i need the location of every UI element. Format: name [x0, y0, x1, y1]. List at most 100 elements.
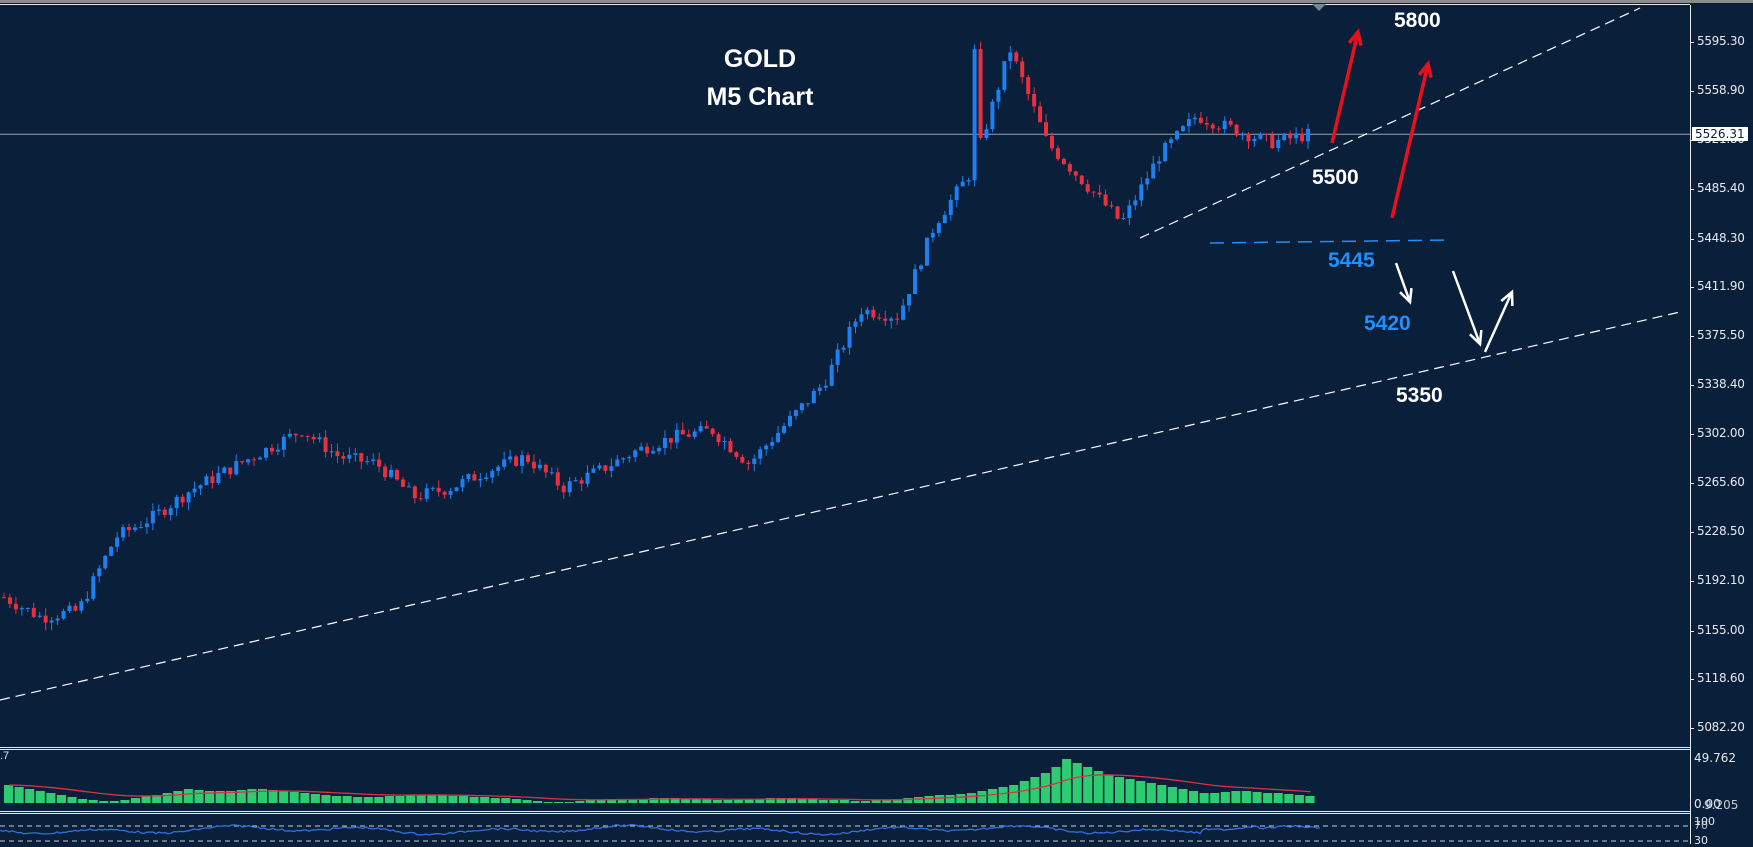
- volume-bar: [966, 793, 976, 803]
- candle-body: [1109, 205, 1114, 207]
- candle-body: [85, 598, 90, 602]
- volume-bar: [1220, 792, 1230, 803]
- candle-body: [734, 452, 739, 457]
- candle-body: [657, 447, 661, 452]
- price-axis-label: 5411.90: [1697, 279, 1745, 294]
- volume-bar: [1136, 781, 1146, 803]
- candle-body: [1276, 140, 1281, 149]
- candle-body: [97, 568, 102, 577]
- candle-body: [889, 318, 894, 321]
- main-panel-bottom-border: [0, 747, 1690, 748]
- candle-body: [520, 455, 525, 466]
- candle-body: [907, 294, 912, 306]
- price-axis-tick: [1690, 679, 1694, 681]
- candle-body: [913, 269, 918, 295]
- chart-title-timeframe: M5 Chart: [706, 83, 814, 111]
- candle-body: [311, 436, 316, 440]
- volume-bar: [988, 789, 998, 803]
- candle-body: [1073, 171, 1078, 176]
- candle-body: [1198, 117, 1203, 123]
- volume-bar: [755, 799, 765, 803]
- candle-body: [990, 101, 995, 130]
- candle-body: [1115, 206, 1120, 219]
- volume-bar: [691, 799, 701, 803]
- volume-bar: [818, 800, 828, 803]
- oscillator-line: [0, 824, 1321, 836]
- volume-bar: [765, 798, 775, 803]
- bullish-arrow-2-icon-head: [1417, 60, 1433, 79]
- current-price-tag: 5526.31: [1692, 127, 1748, 141]
- volume-bar: [141, 796, 151, 803]
- candle-body: [264, 447, 268, 458]
- candle-body: [365, 461, 370, 463]
- volume-bar: [120, 800, 130, 803]
- oscillator-axis-30: 30: [1694, 834, 1708, 847]
- candle-body: [555, 472, 560, 486]
- candle-body: [722, 440, 727, 443]
- volume-bar: [268, 790, 278, 803]
- candle-body: [478, 478, 483, 481]
- candle-body: [1050, 135, 1054, 149]
- candle-body: [91, 576, 96, 599]
- price-axis-tick: [1690, 238, 1694, 240]
- candle-body: [1300, 133, 1305, 142]
- candle-body: [770, 442, 775, 446]
- candle-body: [55, 618, 60, 621]
- volume-bar: [596, 800, 606, 803]
- chart-shift-marker-icon[interactable]: [1312, 4, 1326, 11]
- volume-bar: [173, 791, 183, 803]
- candle-body: [829, 364, 834, 386]
- volume-bar: [1231, 791, 1241, 803]
- volume-bar: [1019, 781, 1029, 803]
- candle-body: [692, 431, 697, 437]
- candle-body: [508, 456, 513, 460]
- candle-body: [1091, 191, 1096, 193]
- volume-bar: [681, 799, 691, 803]
- volume-bar: [437, 795, 447, 803]
- volume-bar: [194, 790, 204, 803]
- candle-body: [359, 453, 364, 462]
- volume-bar: [839, 800, 849, 803]
- volume-bar: [416, 795, 426, 803]
- volume-bar: [511, 799, 521, 803]
- volume-bar: [448, 796, 458, 803]
- candle-body: [73, 605, 78, 611]
- volume-bar: [1157, 785, 1167, 803]
- volume-bar: [543, 802, 553, 803]
- price-axis-tick: [1690, 482, 1694, 484]
- volume-bar: [14, 787, 24, 803]
- volume-bar: [786, 798, 797, 803]
- volume-bar: [374, 797, 384, 803]
- volume-bar: [4, 785, 14, 803]
- candle-body: [150, 510, 155, 524]
- candle-body: [752, 458, 757, 464]
- candle-body: [442, 491, 447, 495]
- candle-body: [460, 479, 465, 488]
- volume-bar: [1062, 759, 1072, 803]
- volume-bar: [977, 791, 987, 803]
- candle-body: [793, 410, 798, 416]
- candle-body: [865, 309, 870, 315]
- volume-bar: [1051, 767, 1061, 803]
- rebound-arrow-icon: [1483, 291, 1514, 353]
- candle-body: [996, 89, 1001, 102]
- candle-body: [716, 434, 721, 443]
- candle-body: [1294, 133, 1299, 139]
- candle-body: [127, 527, 132, 531]
- chart-title: GOLD M5 Chart: [640, 40, 880, 116]
- volume-bar: [35, 791, 45, 803]
- price-axis-label: 5228.50: [1697, 524, 1745, 539]
- candle-body: [1008, 52, 1013, 62]
- volume-bar: [723, 800, 733, 803]
- candle-body: [883, 318, 888, 321]
- volume-bar: [829, 800, 839, 803]
- candle-body: [37, 615, 42, 617]
- volume-bar: [183, 789, 193, 803]
- price-chart-canvas[interactable]: [0, 0, 1690, 844]
- candle-body: [1097, 192, 1102, 195]
- annotation-5350: 5350: [1396, 384, 1443, 407]
- candle-body: [192, 488, 197, 493]
- candle-body: [603, 465, 608, 471]
- volume-bar: [353, 797, 363, 803]
- candle-body: [121, 527, 126, 538]
